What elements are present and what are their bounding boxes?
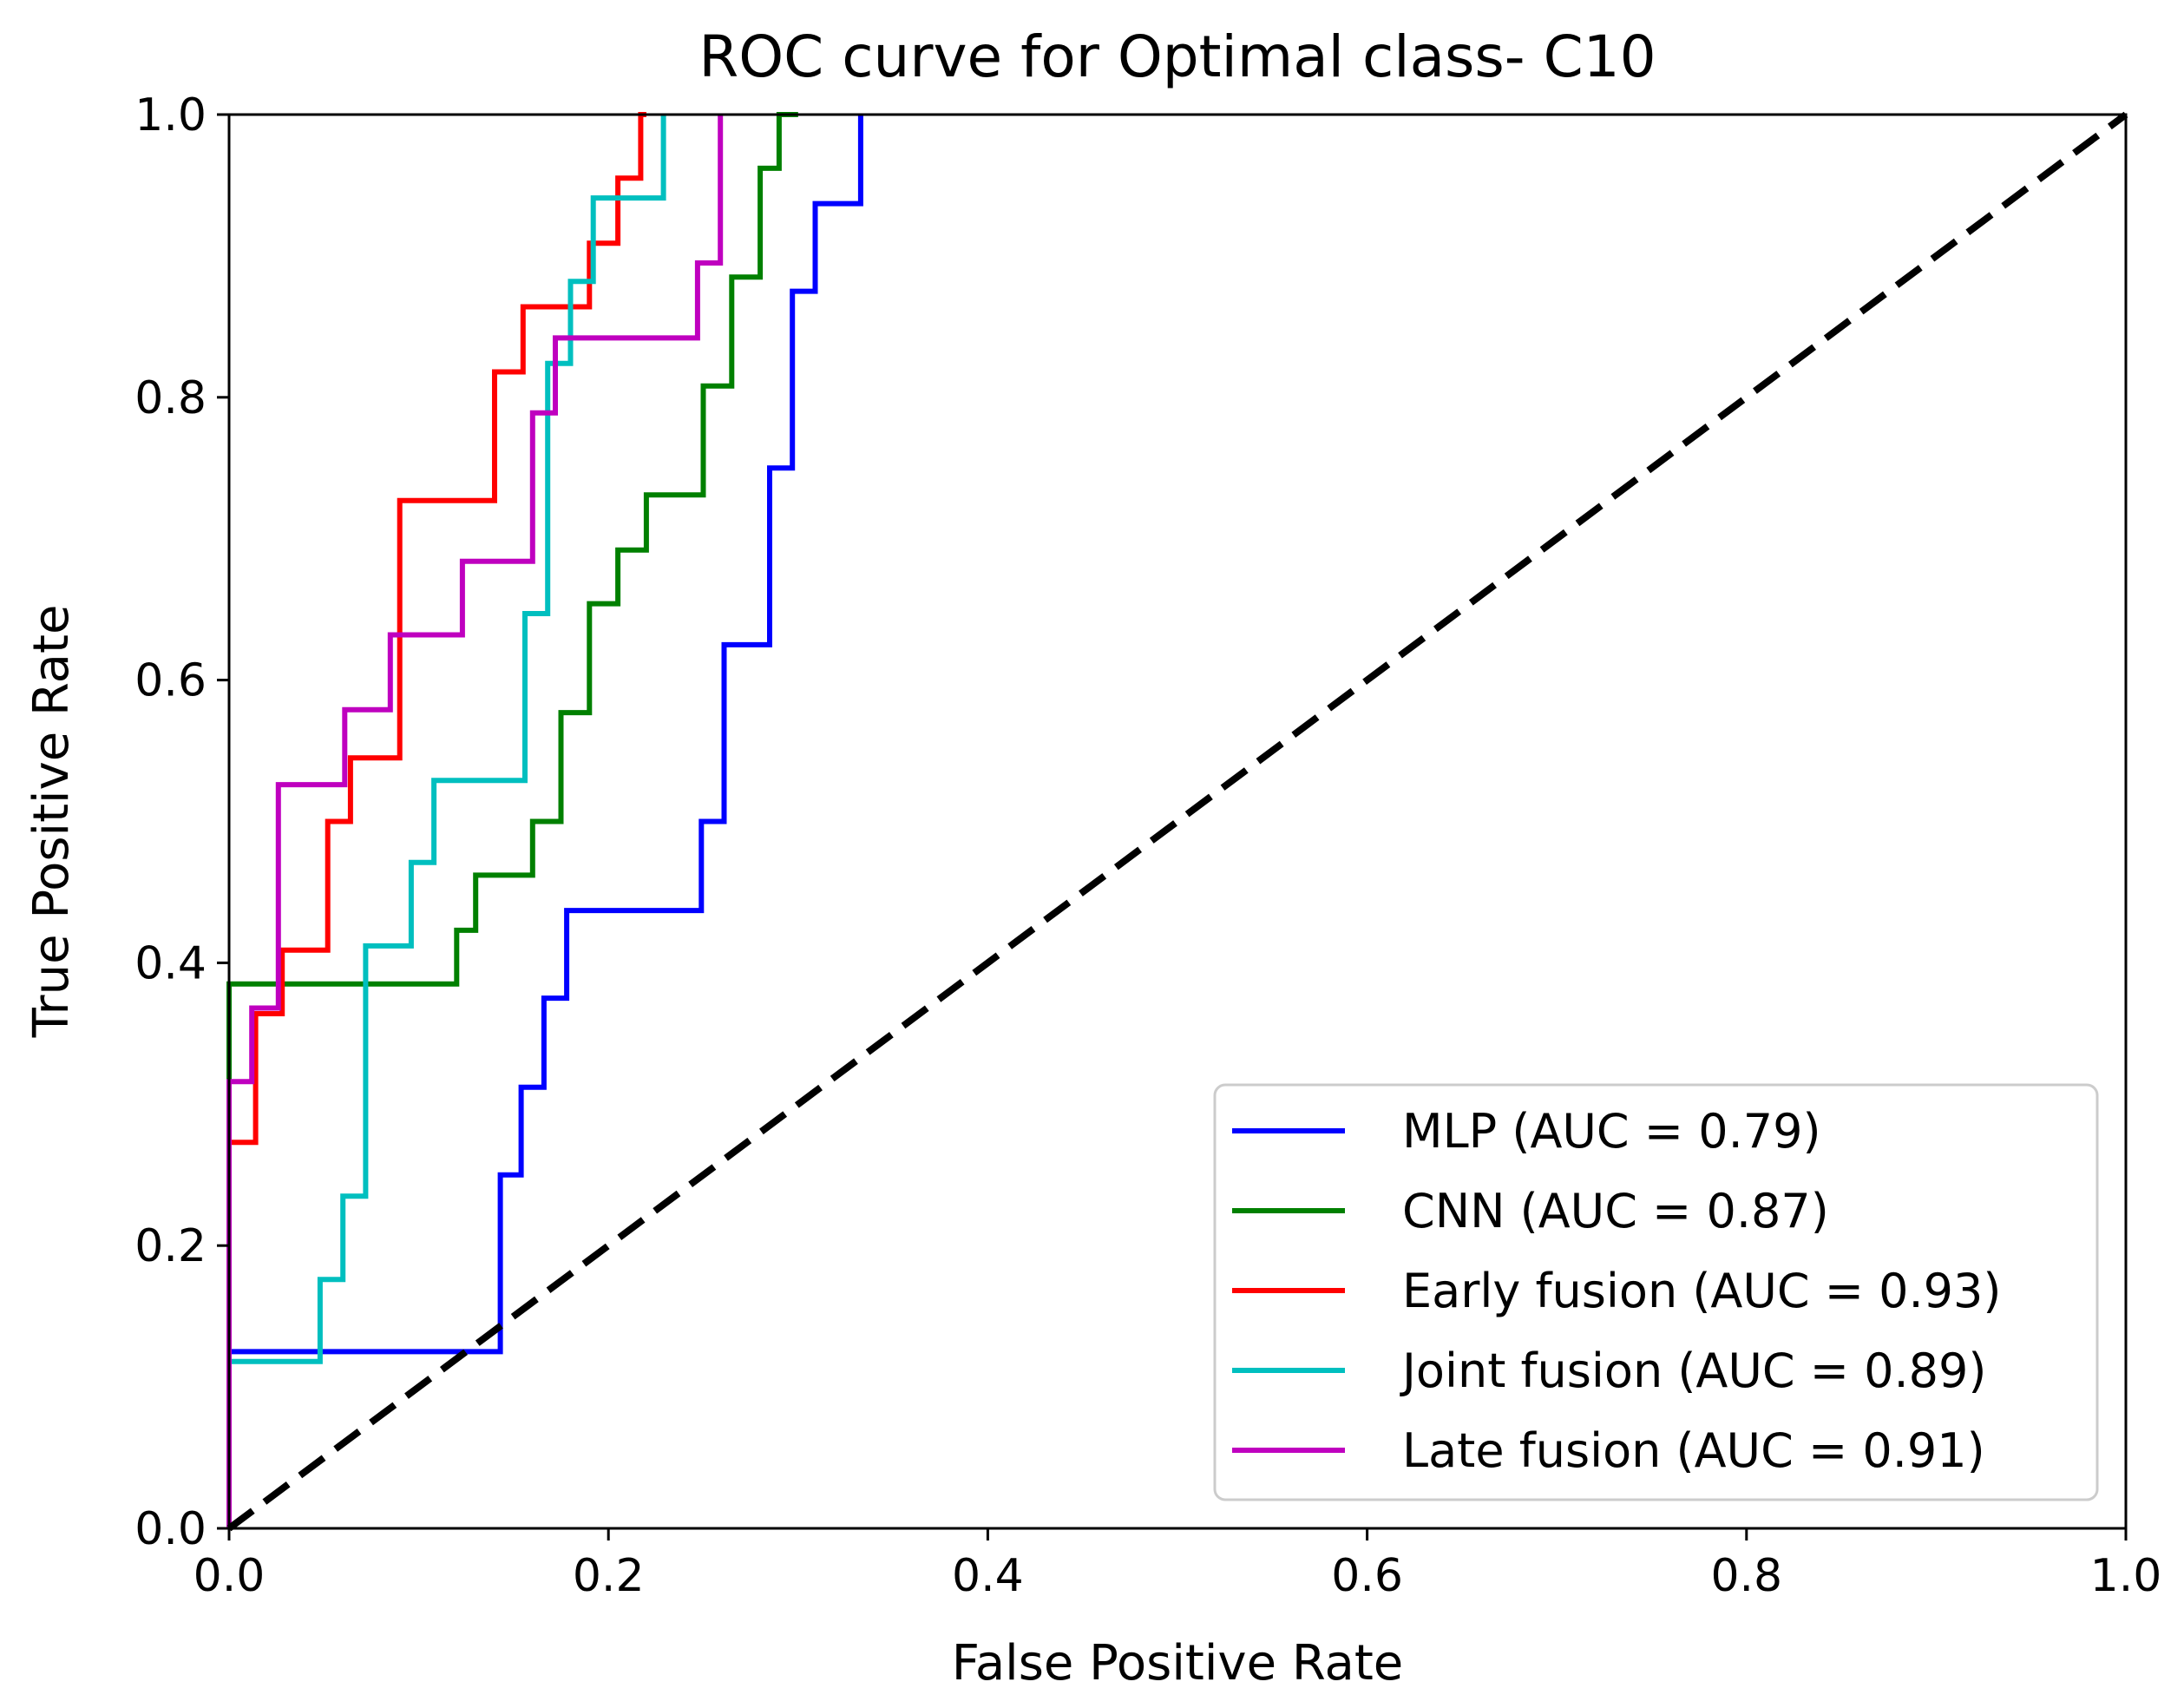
x-axis-ticks: 0.0 0.2 0.4 0.6 0.8 1.0: [193, 1528, 2162, 1602]
chart-title: ROC curve for Optimal class- C10: [698, 23, 1656, 90]
series-line-3: [226, 115, 666, 1528]
reference-diagonal-line: [226, 111, 2128, 1532]
series-layer: [226, 112, 863, 1528]
y-axis-label: True Positive Rate: [23, 605, 80, 1039]
legend-label-3: Joint fusion (AUC = 0.89): [1400, 1343, 1986, 1398]
x-axis-label: False Positive Rate: [952, 1635, 1403, 1692]
y-tick-label: 0.6: [134, 655, 207, 707]
y-tick-label: 0.2: [134, 1220, 207, 1272]
y-tick-label: 0.0: [134, 1503, 207, 1555]
series-line-0: [226, 115, 863, 1528]
legend-label-4: Late fusion (AUC = 0.91): [1402, 1423, 1985, 1478]
legend-label-0: MLP (AUC = 0.79): [1402, 1104, 1821, 1159]
x-tick-label: 0.2: [573, 1550, 645, 1602]
series-line-2: [226, 112, 646, 1528]
series-line-1: [226, 112, 798, 1528]
legend-entries: MLP (AUC = 0.79) CNN (AUC = 0.87) Early fu…: [1232, 1104, 2001, 1478]
legend-label-2: Early fusion (AUC = 0.93): [1402, 1264, 2001, 1318]
x-tick-label: 1.0: [2090, 1550, 2162, 1602]
x-tick-label: 0.4: [952, 1550, 1024, 1602]
series-line-4: [226, 115, 724, 1528]
x-tick-label: 0.8: [1710, 1550, 1782, 1602]
x-tick-label: 0.6: [1331, 1550, 1403, 1602]
legend-box: [1213, 1083, 2099, 1501]
y-tick-label: 0.4: [134, 937, 207, 989]
legend: MLP (AUC = 0.79) CNN (AUC = 0.87) Early fu…: [1213, 1083, 2099, 1501]
x-tick-label: 0.0: [193, 1550, 266, 1602]
y-axis-ticks: 0.0 0.2 0.4 0.6 0.8 1.0: [134, 89, 229, 1555]
legend-label-1: CNN (AUC = 0.87): [1402, 1184, 1829, 1238]
plot-frame: [227, 113, 2128, 1530]
y-tick-label: 1.0: [134, 89, 207, 141]
y-tick-label: 0.8: [134, 372, 207, 424]
